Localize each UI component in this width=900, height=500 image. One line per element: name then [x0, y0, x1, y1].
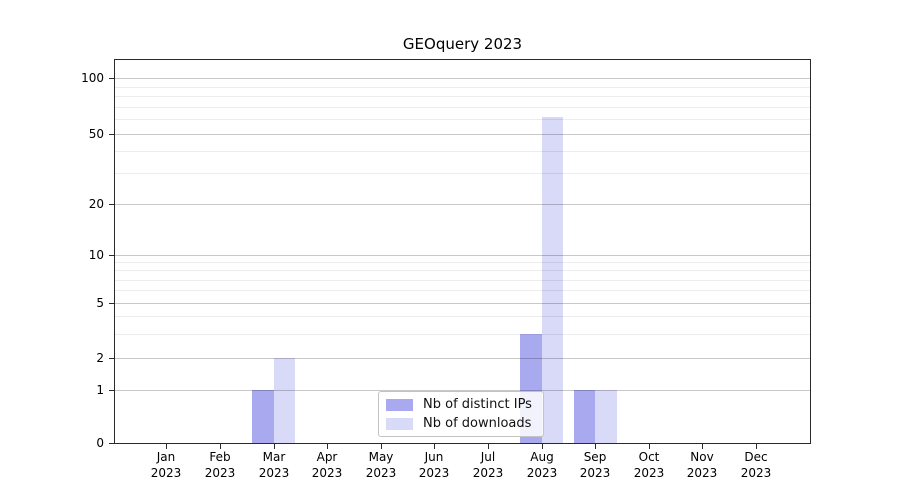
- x-axis-tick-label: Jan 2023: [150, 450, 182, 480]
- x-tick-mark: [381, 444, 382, 449]
- x-tick-mark: [220, 444, 221, 449]
- y-axis-tick-label: 0: [96, 436, 104, 450]
- major-gridline: [115, 390, 810, 391]
- x-axis-tick-label: Jun 2023: [418, 450, 450, 480]
- major-gridline: [115, 134, 810, 135]
- minor-gridline: [115, 290, 810, 291]
- y-axis-tick-label: 2: [96, 351, 104, 365]
- x-tick-mark: [649, 444, 650, 449]
- y-tick-mark: [109, 204, 114, 205]
- x-tick-mark: [756, 444, 757, 449]
- x-axis-tick-label: Aug 2023: [526, 450, 558, 480]
- major-gridline: [115, 255, 810, 256]
- x-axis-tick-label: Mar 2023: [258, 450, 290, 480]
- y-axis-tick-label: 50: [88, 127, 104, 141]
- bar-downloads: [273, 358, 296, 443]
- minor-gridline: [115, 334, 810, 335]
- x-axis-tick-label: Apr 2023: [311, 450, 343, 480]
- legend-item: Nb of downloads: [386, 416, 543, 431]
- x-axis-tick-label: Jul 2023: [472, 450, 504, 480]
- bar-downloads: [541, 116, 564, 443]
- plot-area: [114, 59, 811, 444]
- y-tick-mark: [109, 443, 114, 444]
- x-tick-mark: [327, 444, 328, 449]
- x-tick-mark: [595, 444, 596, 449]
- x-tick-mark: [542, 444, 543, 449]
- x-tick-mark: [274, 444, 275, 449]
- minor-gridline: [115, 151, 810, 152]
- y-tick-mark: [109, 358, 114, 359]
- major-gridline: [115, 358, 810, 359]
- y-tick-mark: [109, 78, 114, 79]
- y-axis-tick-label: 5: [96, 296, 104, 310]
- legend-swatch-downloads-icon: [386, 417, 413, 430]
- minor-gridline: [115, 87, 810, 88]
- x-tick-mark: [488, 444, 489, 449]
- major-gridline: [115, 204, 810, 205]
- x-tick-mark: [702, 444, 703, 449]
- minor-gridline: [115, 96, 810, 97]
- x-axis-tick-label: May 2023: [365, 450, 397, 480]
- legend-swatch-distinct-ips-icon: [386, 398, 413, 411]
- bar-distinct-ips: [573, 390, 596, 443]
- minor-gridline: [115, 270, 810, 271]
- y-tick-mark: [109, 303, 114, 304]
- minor-gridline: [115, 119, 810, 120]
- legend: Nb of distinct IPs Nb of downloads: [378, 391, 544, 437]
- y-tick-mark: [109, 390, 114, 391]
- major-gridline: [115, 78, 810, 79]
- x-axis-tick-label: Nov 2023: [686, 450, 718, 480]
- x-axis-tick-label: Feb 2023: [204, 450, 236, 480]
- legend-label-downloads: Nb of downloads: [423, 416, 532, 431]
- y-axis-tick-label: 10: [88, 248, 104, 262]
- bar-distinct-ips: [252, 390, 274, 443]
- legend-item: Nb of distinct IPs: [386, 397, 543, 412]
- minor-gridline: [115, 280, 810, 281]
- minor-gridline: [115, 262, 810, 263]
- x-tick-mark: [166, 444, 167, 449]
- major-gridline: [115, 303, 810, 304]
- bar-downloads: [595, 390, 617, 443]
- legend-label-distinct-ips: Nb of distinct IPs: [423, 397, 532, 412]
- x-axis-tick-label: Sep 2023: [579, 450, 611, 480]
- minor-gridline: [115, 316, 810, 317]
- y-axis-tick-label: 20: [88, 197, 104, 211]
- y-tick-mark: [109, 134, 114, 135]
- x-axis-tick-label: Oct 2023: [633, 450, 665, 480]
- y-tick-mark: [109, 255, 114, 256]
- x-axis-tick-label: Dec 2023: [740, 450, 772, 480]
- y-axis-tick-label: 100: [81, 71, 104, 85]
- chart-title: GEOquery 2023: [402, 35, 523, 53]
- y-axis-tick-label: 1: [96, 383, 104, 397]
- minor-gridline: [115, 107, 810, 108]
- minor-gridline: [115, 173, 810, 174]
- x-tick-mark: [434, 444, 435, 449]
